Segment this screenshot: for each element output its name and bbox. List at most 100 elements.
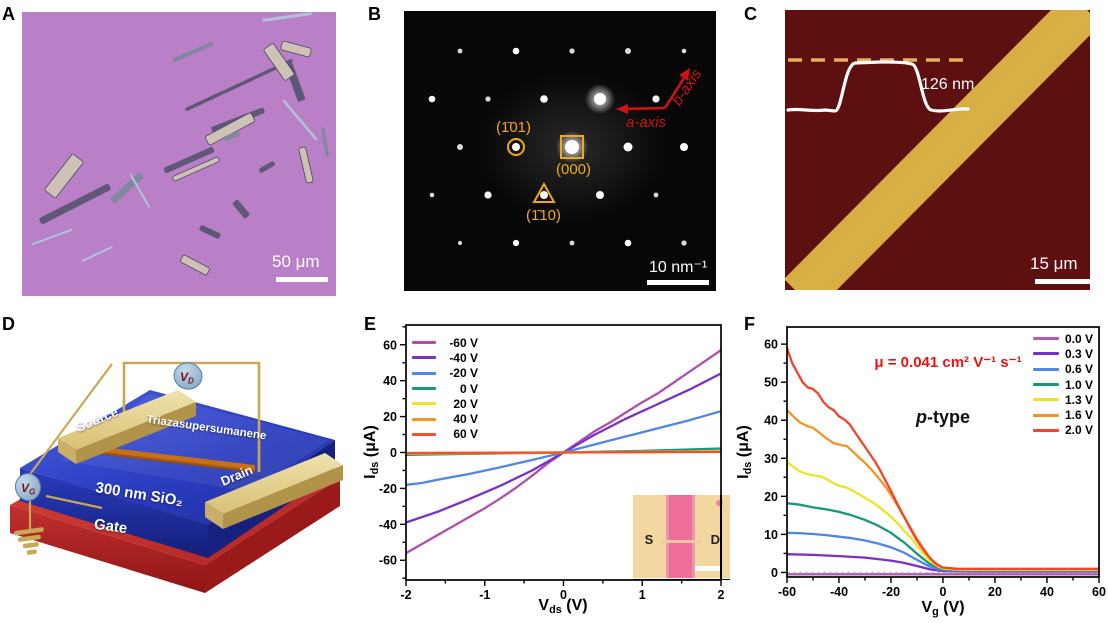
svg-text:20: 20 — [383, 410, 397, 424]
drain-contact-label: D — [710, 532, 720, 548]
svg-text:-40: -40 — [379, 518, 397, 532]
scale-bar — [647, 280, 709, 285]
legend-swatch — [1033, 398, 1059, 402]
legend-label: 0.0 V — [1065, 331, 1094, 346]
diffraction-pattern-image: (1̄01) (000) (1̄10) a-axis b-axis 10 nm⁻… — [404, 11, 716, 291]
panel-e-label: E — [364, 314, 377, 334]
crystal-rod — [110, 172, 144, 204]
legend-swatch — [412, 371, 436, 375]
scale-bar-label: 15 μm — [1030, 254, 1078, 273]
gate-front-right — [205, 478, 340, 593]
crystal-rod — [262, 12, 312, 22]
crystal-band — [667, 495, 694, 578]
a-axis-arrow — [623, 106, 666, 111]
gate-front-left — [10, 505, 205, 593]
legend-label: -40 V — [449, 350, 478, 365]
legend-label: 60 V — [453, 427, 478, 442]
scale-bar-label: 50 μm — [272, 252, 320, 271]
legend-label: 20 V — [453, 396, 478, 411]
svg-text:-20: -20 — [882, 585, 900, 599]
svg-text:60: 60 — [1092, 585, 1106, 599]
optical-microscopy-image: 50 μm — [22, 12, 336, 296]
vg-meter-label: VG — [21, 481, 36, 497]
axis-spine-patch — [720, 495, 722, 580]
height-value-label: 126 nm — [921, 76, 975, 93]
scale-bar-label: 10 nm⁻¹ — [649, 259, 708, 276]
legend-swatch — [1033, 367, 1059, 371]
mobility-annotation: μ = 0.041 cm² V⁻¹ s⁻¹ — [874, 354, 1022, 371]
legend-item: -40 V — [412, 350, 478, 365]
legend-item: 20 V — [412, 396, 478, 411]
inset-scale-bar — [695, 566, 723, 572]
vg-meter-circle — [14, 473, 42, 501]
legend-label: 1.0 V — [1065, 377, 1094, 392]
legend-label: 0 V — [459, 381, 478, 396]
ptype-annotation: p-type — [915, 407, 970, 427]
panel-f-label: F — [744, 314, 755, 334]
svg-text:0: 0 — [771, 566, 778, 580]
svg-text:-40: -40 — [830, 585, 848, 599]
diffraction-spots-graphic — [428, 47, 690, 247]
crystal-rod — [224, 131, 240, 141]
legend-label: 40 V — [453, 412, 478, 427]
crystal-rod — [321, 127, 329, 157]
legend-item: 2.0 V — [1033, 423, 1093, 438]
legend-item: 1.3 V — [1033, 392, 1093, 407]
series--40V — [406, 372, 721, 524]
crystal-rod — [282, 99, 318, 141]
axis-spine-patch — [633, 578, 730, 581]
svg-text:0: 0 — [940, 585, 947, 599]
legend-item: 40 V — [412, 411, 478, 426]
series--20V — [406, 410, 721, 486]
scale-bar — [1035, 279, 1090, 284]
svg-text:60: 60 — [383, 338, 397, 352]
spot-101-marker — [507, 138, 525, 156]
spot-000-marker — [560, 135, 584, 159]
crystal-rod — [130, 174, 150, 208]
legend-item: -20 V — [412, 366, 478, 381]
svg-text:60: 60 — [764, 338, 778, 352]
panel-c-label: C — [744, 4, 757, 24]
vd-meter-label: VD — [180, 370, 194, 386]
crystal-rod — [172, 42, 214, 62]
legend-label: -20 V — [449, 366, 478, 381]
source-end-face — [58, 438, 76, 464]
legend-label: 1.3 V — [1065, 392, 1094, 407]
svg-text:-20: -20 — [379, 482, 397, 496]
legend-item: 0.0 V — [1033, 331, 1093, 346]
drain-end-face — [205, 502, 223, 529]
band-edge-right — [692, 495, 696, 578]
drain-top-face — [205, 453, 343, 514]
ground-symbol — [14, 527, 44, 555]
b-axis-arrowhead — [679, 68, 690, 81]
legend-label: 0.6 V — [1065, 362, 1094, 377]
afm-graphic — [785, 10, 1090, 290]
x-axis-label: Vds (V) — [538, 597, 588, 617]
device-photo-inset: S D — [633, 495, 730, 578]
afm-image: 126 nm 15 μm — [785, 10, 1090, 290]
crystal-rod — [185, 59, 293, 111]
legend-swatch — [412, 432, 436, 436]
spot-101-label: (1̄01) — [496, 119, 532, 136]
debris-dot — [716, 499, 724, 506]
svg-text:20: 20 — [764, 490, 778, 504]
a-axis-label: a-axis — [626, 114, 667, 131]
output-curves-plot: -2 -1 0 1 2 -60 -40 -20 0 20 40 60 — [379, 324, 725, 602]
series-0.6V — [787, 531, 1099, 573]
panel-d-label: D — [2, 314, 15, 334]
crystal-rod — [81, 246, 113, 262]
crystal-rod — [232, 199, 250, 219]
gate-wire-up — [27, 363, 113, 478]
crystal-rod — [280, 40, 312, 58]
series-1.3V — [787, 460, 1099, 571]
legend-item: 0.6 V — [1033, 362, 1093, 377]
legend-item: 1.6 V — [1033, 407, 1093, 422]
crystal-rod — [31, 228, 73, 246]
svg-text:1: 1 — [639, 588, 646, 602]
gate-wire-right — [45, 494, 103, 510]
svg-text:40: 40 — [1040, 585, 1054, 599]
spot-110-label: (1̄10) — [526, 207, 562, 224]
legend-label: 1.6 V — [1065, 408, 1094, 423]
crystal-rod — [163, 146, 215, 174]
